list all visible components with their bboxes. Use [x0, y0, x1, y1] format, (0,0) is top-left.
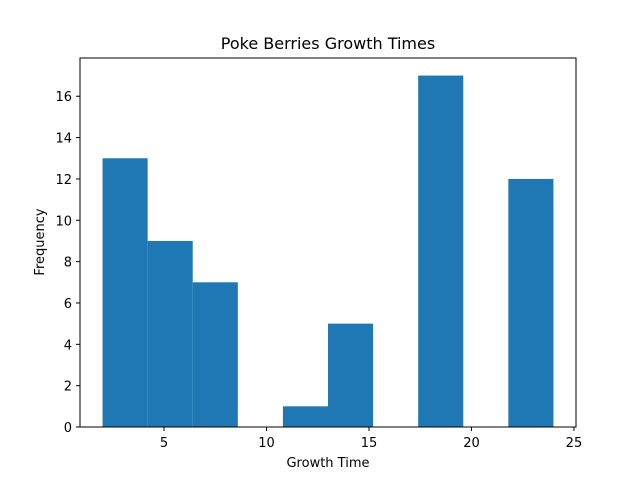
histogram-bar-5 — [328, 323, 374, 427]
x-tick-label: 25 — [566, 436, 583, 451]
histogram-bar-1 — [147, 240, 193, 427]
y-tick-label: 6 — [64, 297, 72, 312]
y-tick-label: 0 — [64, 421, 72, 436]
x-axis-ticks: 5 10 15 20 25 — [160, 427, 582, 451]
x-tick-label: 5 — [160, 436, 168, 451]
y-tick-label: 4 — [64, 338, 72, 353]
histogram-bar-7 — [418, 75, 464, 427]
y-tick-label: 8 — [64, 256, 72, 271]
x-tick-label: 10 — [258, 436, 275, 451]
x-tick-label: 20 — [463, 436, 480, 451]
y-tick-label: 16 — [55, 90, 72, 105]
histogram-bar-2 — [192, 282, 238, 427]
chart-title: Poke Berries Growth Times — [221, 34, 435, 53]
histogram-bar-9 — [508, 178, 554, 427]
x-axis-title: Growth Time — [286, 456, 369, 471]
y-tick-label: 2 — [64, 380, 72, 395]
y-tick-label: 12 — [55, 173, 72, 188]
x-tick-label: 15 — [361, 436, 378, 451]
y-axis-title: Frequency — [33, 208, 48, 275]
histogram-bar-4 — [282, 406, 328, 427]
y-tick-label: 10 — [55, 214, 72, 229]
y-tick-label: 14 — [55, 132, 72, 147]
plot-frame — [79, 57, 577, 428]
histogram-bar-0 — [102, 158, 148, 427]
bars-group — [102, 75, 554, 427]
y-axis-ticks: 0 2 4 6 8 10 12 14 16 — [55, 90, 80, 436]
